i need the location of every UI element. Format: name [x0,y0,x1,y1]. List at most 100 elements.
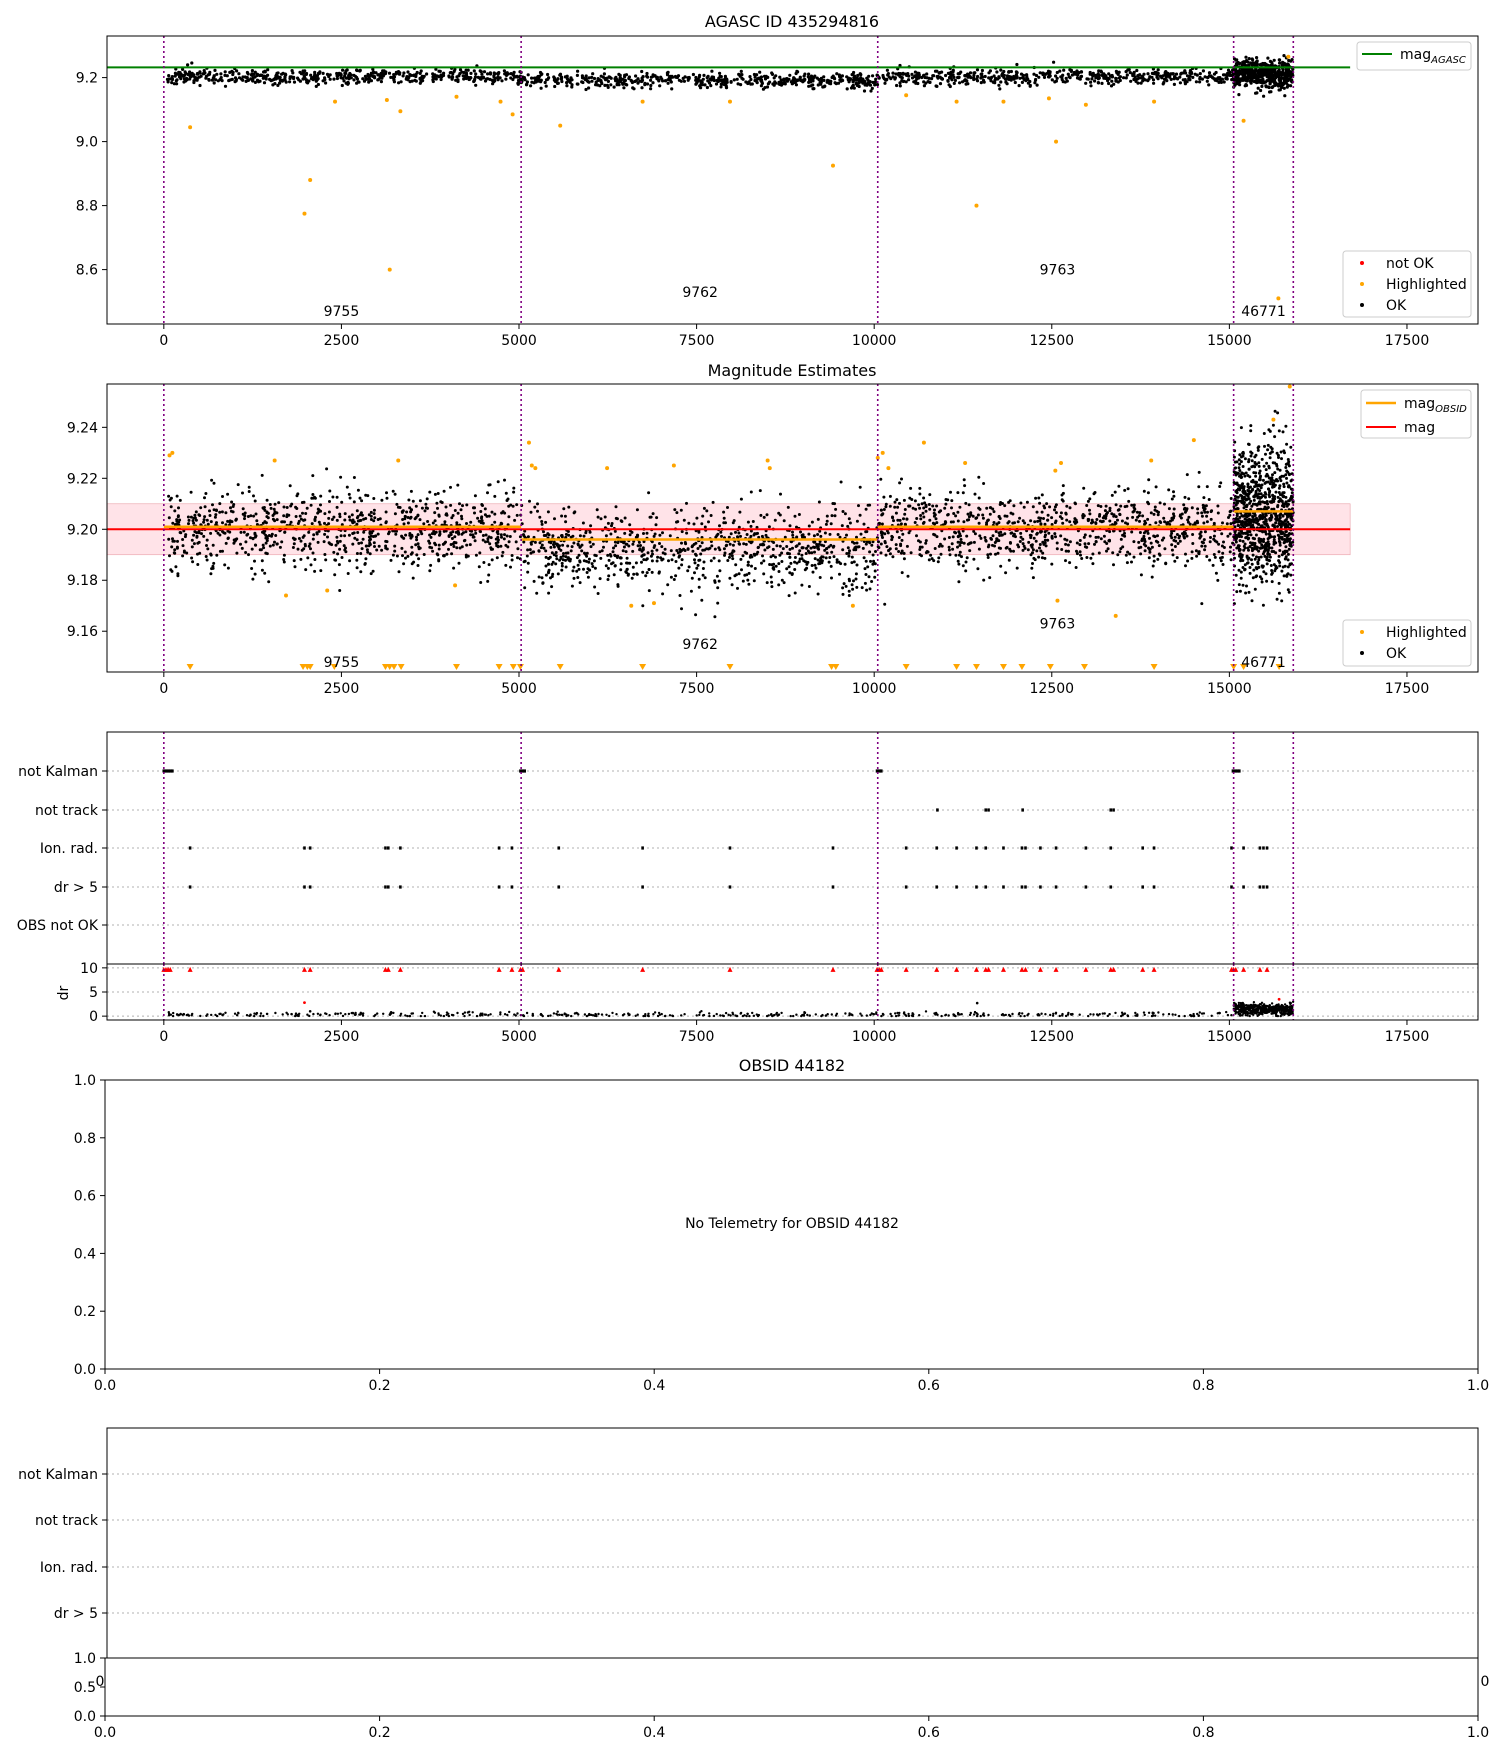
magest-ok-point [1152,559,1156,563]
agasc-ok-point [694,75,698,80]
magest-ok-point [701,514,705,518]
magest-ok-point [977,521,981,525]
agasc-ok-point [472,69,476,73]
magest-ok-point [635,508,639,512]
magest-ok-point [851,540,854,544]
magest-ok-point [868,587,872,591]
agasc-ok-point [1017,84,1021,88]
magest-ok-point [294,515,298,518]
magest-ok-point [436,553,440,557]
magest-ok-point [856,545,860,549]
magest-ok-point [368,543,372,546]
magest-ok-point [625,567,629,571]
magest-ok-point [335,518,339,522]
magest-ok-point [175,494,179,498]
magest-ok-point [1152,512,1156,516]
magest-ok-point [334,543,338,547]
magest-ok-point [891,555,895,559]
magest-ok-point [657,570,661,574]
magest-ok-point [505,534,509,538]
agasc-ok-point [608,75,612,79]
magest-ok-point [578,534,582,538]
magest-ok-point [838,535,842,539]
magest-ok-point [532,579,536,583]
agasc-ok-point [309,73,313,77]
magest-ok-point [167,516,171,520]
agasc-ok-point [923,75,927,80]
magest-ok-point [1156,557,1160,561]
agasc-ok-point [1096,72,1100,76]
magest-ok-point [203,496,206,500]
agasc-ok-point [1112,82,1116,86]
agasc-ok-point [315,78,319,82]
magest-ok-point [786,551,790,555]
magest-ok-point [1075,552,1079,556]
magest-ok-point [778,544,782,548]
magest-ok-point [850,561,854,565]
magest-ok-point [1188,522,1192,526]
agasc-ok-point [750,82,754,86]
magest-ok-point [600,549,604,553]
agasc-ok-point [522,77,526,81]
magest-ok-point [564,520,568,524]
agasc-ok-point [469,71,473,75]
magest-ok-point [603,515,607,519]
magest-ok-point [904,523,907,527]
agasc-ok-point [1182,71,1186,75]
agasc-ok-point [437,69,441,73]
magest-ok-point [652,546,656,549]
magest-ok-point [993,541,997,544]
agasc-ok-point [676,74,681,78]
magest-ok-point [760,561,763,565]
magest-ok-point [788,555,792,559]
magest-ok-point [935,504,939,508]
magest-ok-point [1098,519,1102,523]
magest-ok-point [986,553,990,557]
agasc-ok-point [341,68,345,72]
agasc-axes-frame [106,35,1479,325]
magest-ok-point [749,534,753,538]
agasc-ok-point [584,74,588,78]
magest-ok-point [637,540,641,544]
magest-ok-point [642,558,646,562]
magest-ok-point [1173,535,1177,539]
magest-ok-point [906,574,910,578]
magest-ok-point [1083,542,1087,546]
magest-ok-point [351,542,355,546]
magest-ok-point [616,541,620,545]
magest-ok-point [800,583,804,587]
magest-ok-point [509,503,513,507]
magest-ok-point [203,515,207,519]
agasc-ok-point [1013,80,1017,85]
magest-ok-point [1087,542,1091,546]
magest-ok-point [616,554,620,558]
agasc-ok-point [630,80,635,85]
agasc-ok-point [958,81,962,85]
magest-ok-point [375,548,379,552]
magest-ok-point [526,535,530,539]
magest-ok-point [1078,543,1082,547]
magest-ok-point [393,512,397,516]
agasc-ok-point [271,83,275,87]
magest-ok-point [917,503,921,507]
magest-ok-point [192,542,196,546]
magest-ok-point [528,499,531,503]
magest-ok-point [555,557,559,561]
magest-ok-point [983,536,987,539]
magest-ok-point [788,571,792,575]
magest-ok-point [807,585,811,588]
agasc-ok-point [866,81,870,86]
agasc-ok-point [565,84,569,88]
magest-ok-point [919,517,923,521]
magest-ok-point [335,505,339,509]
magest-ok-point [173,551,177,555]
agasc-ok-point [1191,75,1195,79]
magest-ok-point [254,543,258,547]
agasc-ok-point [284,80,288,84]
agasc-ok-point [397,71,401,75]
agasc-ok-point [874,77,878,81]
agasc-ok-point [600,81,604,86]
magest-ok-point [240,546,244,550]
magest-ok-point [744,542,748,546]
magest-ok-point [187,522,190,526]
